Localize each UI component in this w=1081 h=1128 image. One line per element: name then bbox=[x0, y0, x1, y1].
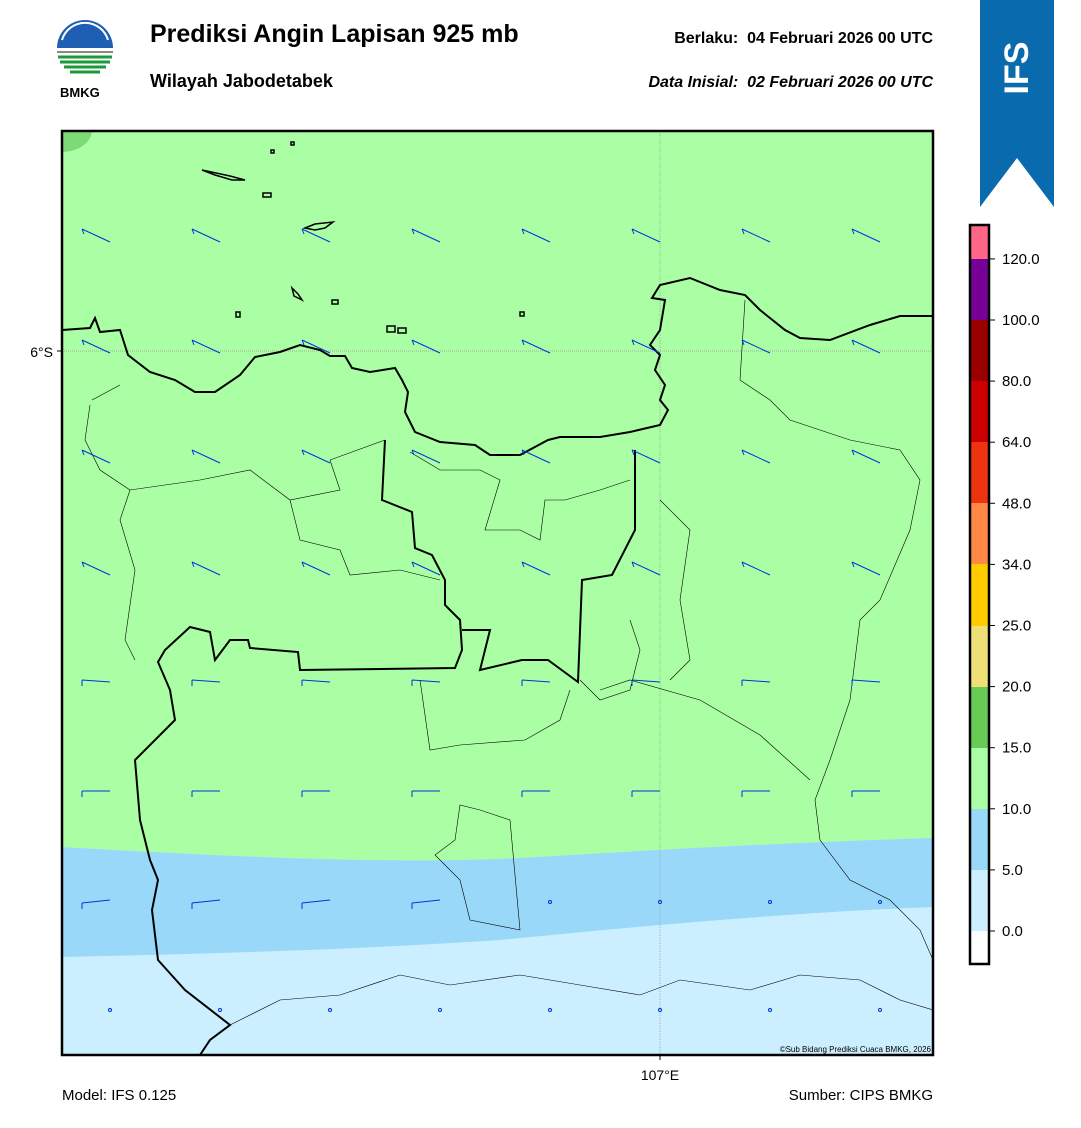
wind-barb bbox=[81, 790, 110, 797]
colorbar-label: 100.0 bbox=[1002, 312, 1040, 329]
wind-barb bbox=[521, 449, 551, 464]
wind-barb bbox=[741, 339, 771, 354]
lon-label: 107°E bbox=[641, 1067, 679, 1083]
initial-time: Data Inisial: 02 Februari 2026 00 UTC bbox=[648, 74, 933, 91]
wind-barb bbox=[521, 339, 551, 354]
wind-barb bbox=[631, 228, 661, 243]
wind-barb bbox=[741, 561, 771, 576]
colorbar-label: 64.0 bbox=[1002, 434, 1031, 451]
source: Sumber: CIPS BMKG bbox=[788, 1087, 933, 1104]
wind-barb bbox=[521, 561, 551, 576]
colorbar-label: 48.0 bbox=[1002, 495, 1031, 512]
logo-text: BMKG bbox=[60, 85, 100, 100]
wind-barb bbox=[81, 228, 111, 243]
wind-calm bbox=[548, 900, 552, 904]
wind-barb bbox=[191, 449, 221, 464]
wind-barb bbox=[851, 561, 881, 576]
colorbar-label: 10.0 bbox=[1002, 801, 1031, 818]
wind-barb bbox=[81, 679, 111, 686]
wind-barb bbox=[191, 339, 221, 354]
wind-barb bbox=[191, 228, 221, 243]
wind-barb bbox=[81, 899, 111, 909]
colorbar-label: 0.0 bbox=[1002, 923, 1023, 940]
colorbar-label: 80.0 bbox=[1002, 373, 1031, 390]
wind-calm bbox=[658, 1008, 662, 1012]
wind-barb bbox=[411, 228, 441, 243]
wind-barb bbox=[301, 899, 331, 909]
wind-barb bbox=[191, 561, 221, 576]
wind-barb bbox=[301, 561, 331, 576]
wind-calm bbox=[768, 900, 772, 904]
wind-barb bbox=[631, 679, 661, 686]
wind-barb bbox=[81, 561, 111, 576]
wind-barb bbox=[411, 339, 441, 354]
wind-calm bbox=[768, 1008, 772, 1012]
subtitle: Wilayah Jabodetabek bbox=[150, 71, 333, 91]
wind-barb bbox=[851, 339, 881, 354]
colorbar: 0.0 5.0 10.0 15.0 20.0 25.0 34.0 48.0 64.0 80.0 10… bbox=[968, 223, 1040, 966]
wind-barb bbox=[411, 561, 441, 576]
wind-barb bbox=[521, 228, 551, 243]
wind-barb bbox=[741, 679, 771, 686]
wind-calm bbox=[548, 1008, 552, 1012]
wind-calm bbox=[438, 1008, 442, 1012]
wind-barb bbox=[741, 228, 771, 243]
wind-barb bbox=[851, 679, 881, 686]
colorbar-label: 34.0 bbox=[1002, 556, 1031, 573]
wind-barb bbox=[521, 790, 550, 797]
colorbar-label: 120.0 bbox=[1002, 251, 1040, 268]
wind-barb bbox=[411, 679, 441, 686]
wind-barb bbox=[851, 790, 880, 797]
title: Prediksi Angin Lapisan 925 mb bbox=[150, 20, 519, 48]
lat-label: 6°S bbox=[30, 344, 53, 360]
wind-barb bbox=[411, 899, 441, 909]
colorbar-label: 20.0 bbox=[1002, 679, 1031, 696]
wind-calm bbox=[108, 1008, 112, 1012]
wind-barb bbox=[191, 899, 221, 909]
wind-barb bbox=[741, 449, 771, 464]
wind-barb bbox=[301, 679, 331, 686]
wind-calm bbox=[218, 1008, 222, 1012]
wind-calm bbox=[878, 1008, 882, 1012]
logo bbox=[57, 20, 113, 74]
model: Model: IFS 0.125 bbox=[62, 1087, 177, 1104]
colorbar-label: 15.0 bbox=[1002, 740, 1031, 757]
wind-barb bbox=[631, 790, 660, 797]
copyright: ©Sub Bidang Prediksi Cuaca BMKG, 2026 bbox=[780, 1045, 932, 1054]
wind-barb bbox=[631, 339, 661, 354]
wind-barb bbox=[191, 679, 221, 686]
wind-barb bbox=[851, 449, 881, 464]
wind-barb bbox=[301, 449, 331, 464]
wind-barb bbox=[741, 790, 770, 797]
wind-barb bbox=[851, 228, 881, 243]
wind-barb bbox=[521, 679, 551, 686]
wind-barb bbox=[411, 449, 441, 464]
colorbar-label: 25.0 bbox=[1002, 618, 1031, 635]
badge-text: IFS bbox=[998, 42, 1036, 95]
badge: IFS bbox=[980, 0, 1054, 207]
wind-calm bbox=[328, 1008, 332, 1012]
valid-time: Berlaku: 04 Februari 2026 00 UTC bbox=[674, 30, 933, 47]
wind-barb bbox=[301, 228, 331, 243]
wind-barb bbox=[191, 790, 220, 797]
wind-calm bbox=[658, 900, 662, 904]
wind-calm bbox=[878, 900, 882, 904]
wind-barb bbox=[631, 449, 661, 464]
wind-barb bbox=[631, 561, 661, 576]
wind-barb bbox=[81, 449, 111, 464]
colorbar-label: 5.0 bbox=[1002, 862, 1023, 879]
wind-barb bbox=[411, 790, 440, 797]
wind-barb bbox=[301, 339, 331, 354]
wind-barb bbox=[81, 339, 111, 354]
wind-barb bbox=[301, 790, 330, 797]
